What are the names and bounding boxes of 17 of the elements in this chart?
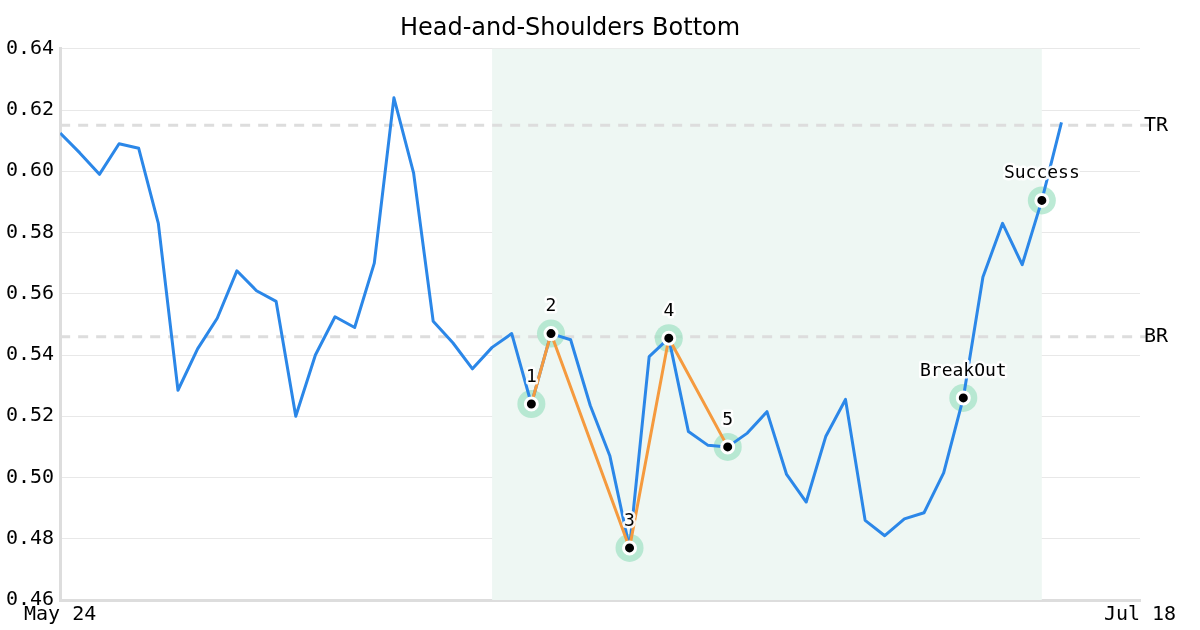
y-tick-label: 0.64 bbox=[5, 35, 55, 59]
y-tick-label: 0.58 bbox=[5, 218, 55, 243]
y-tick-label: 0.48 bbox=[5, 524, 55, 549]
annotation: 4 bbox=[663, 298, 675, 320]
y-tick-label: 0.50 bbox=[5, 463, 55, 488]
y-tick-label: 0.60 bbox=[5, 157, 55, 182]
y-tick-label: 0.52 bbox=[5, 402, 55, 427]
x-tick-label: Jul 18 bbox=[1103, 601, 1177, 626]
ref-line-label: TR bbox=[1144, 111, 1170, 136]
y-tick-label: 0.54 bbox=[5, 341, 55, 366]
chart-title: Head-and-Shoulders Bottom bbox=[399, 12, 741, 41]
y-tick-label: 0.62 bbox=[5, 96, 55, 121]
ref-line-label: BR bbox=[1144, 322, 1170, 347]
annotation: 2 bbox=[545, 294, 557, 316]
annotation: 5 bbox=[722, 407, 734, 429]
y-tick-label: 0.56 bbox=[5, 279, 55, 304]
annotation: 1 bbox=[525, 364, 537, 386]
